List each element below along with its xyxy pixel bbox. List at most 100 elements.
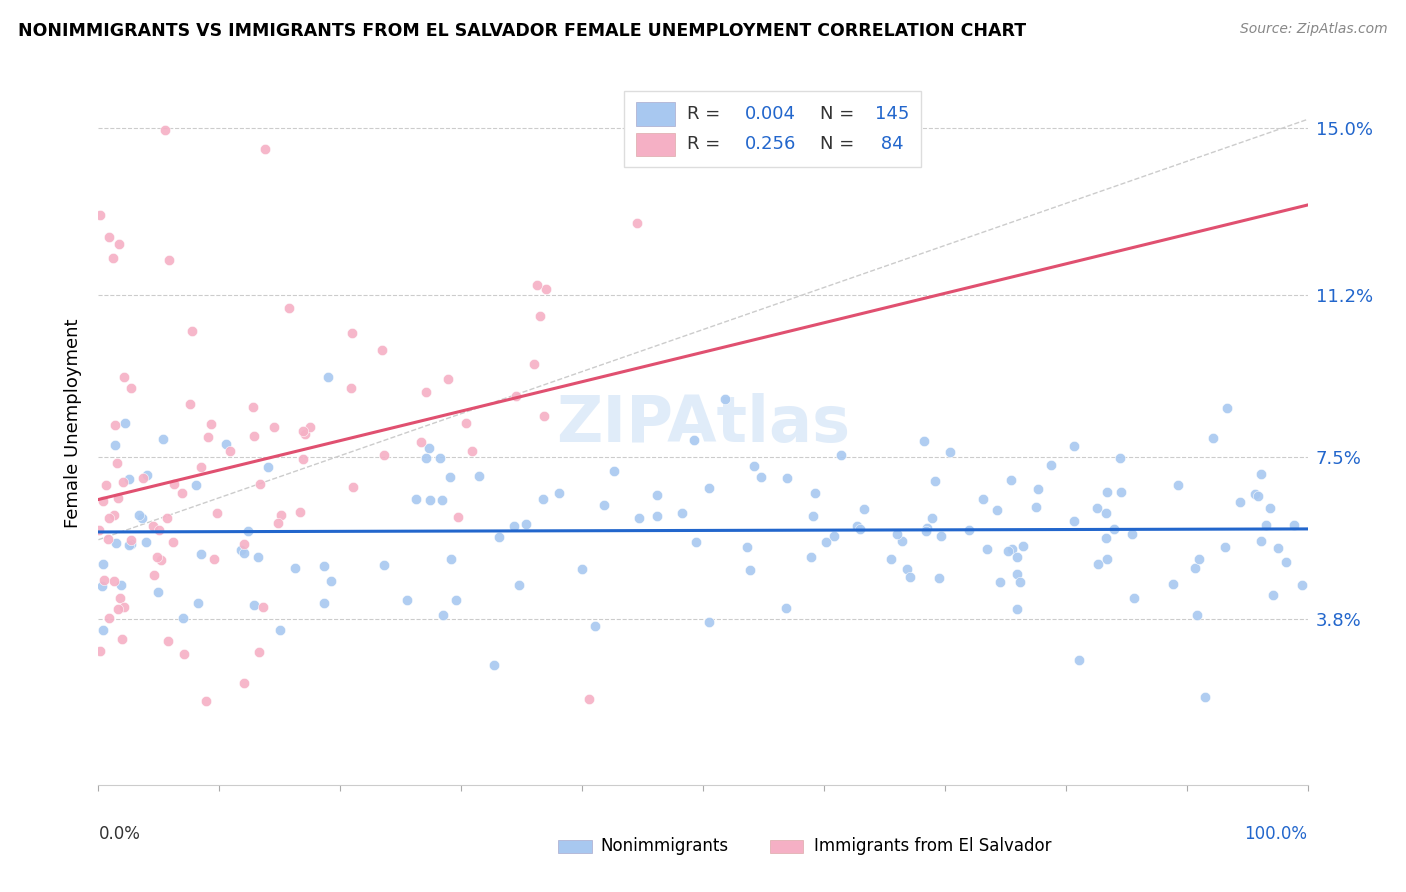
Point bbox=[135, 535, 157, 549]
Point bbox=[1063, 514, 1085, 528]
Point bbox=[997, 543, 1019, 558]
Point bbox=[1028, 482, 1050, 496]
Point bbox=[232, 546, 254, 560]
Point bbox=[128, 508, 150, 522]
Point bbox=[269, 623, 291, 637]
Point bbox=[142, 519, 165, 533]
Point bbox=[149, 553, 172, 567]
Point bbox=[1005, 567, 1028, 582]
Point bbox=[97, 533, 120, 547]
Point bbox=[94, 478, 117, 492]
Point bbox=[247, 549, 270, 564]
Point bbox=[852, 502, 875, 516]
Point bbox=[157, 252, 180, 267]
Point bbox=[1229, 495, 1251, 509]
Point bbox=[93, 573, 115, 587]
Point bbox=[775, 601, 797, 615]
Point bbox=[1161, 577, 1184, 591]
Point bbox=[432, 607, 454, 622]
Point bbox=[105, 456, 128, 470]
Point bbox=[939, 444, 962, 458]
Point bbox=[523, 357, 546, 371]
Point bbox=[924, 474, 946, 488]
Point bbox=[152, 432, 174, 446]
Point bbox=[988, 574, 1011, 589]
Point bbox=[801, 509, 824, 524]
Bar bbox=[769, 840, 803, 853]
Point bbox=[263, 419, 285, 434]
Point bbox=[91, 579, 114, 593]
Point bbox=[215, 436, 238, 450]
Point bbox=[131, 511, 153, 525]
Point bbox=[697, 615, 720, 629]
Point bbox=[162, 534, 184, 549]
Bar bbox=[637, 103, 675, 126]
Text: 84: 84 bbox=[875, 136, 903, 153]
Point bbox=[118, 472, 141, 486]
Point bbox=[170, 486, 193, 500]
Point bbox=[972, 491, 994, 506]
Point bbox=[1202, 431, 1225, 445]
Point bbox=[1282, 518, 1305, 533]
Point bbox=[91, 557, 114, 571]
Point bbox=[515, 516, 537, 531]
Point bbox=[1254, 517, 1277, 532]
Point bbox=[91, 494, 114, 508]
Point bbox=[117, 538, 139, 552]
Point bbox=[89, 208, 111, 222]
Point bbox=[830, 448, 852, 462]
Point bbox=[284, 560, 307, 574]
Point bbox=[120, 533, 142, 547]
Point bbox=[107, 601, 129, 615]
Point bbox=[219, 443, 242, 458]
Point bbox=[419, 492, 441, 507]
Point bbox=[146, 585, 169, 599]
Point bbox=[288, 505, 311, 519]
Point bbox=[1000, 473, 1022, 487]
Point bbox=[751, 469, 773, 483]
Text: 100.0%: 100.0% bbox=[1244, 825, 1308, 843]
Point bbox=[111, 632, 134, 647]
Point bbox=[1040, 458, 1063, 472]
Point bbox=[242, 428, 264, 442]
Point bbox=[180, 324, 202, 338]
Point bbox=[342, 480, 364, 494]
Point bbox=[312, 596, 335, 610]
Point bbox=[107, 491, 129, 506]
Point bbox=[1069, 653, 1091, 667]
Point bbox=[112, 370, 135, 384]
Point bbox=[131, 471, 153, 485]
Point bbox=[1184, 561, 1206, 575]
Point bbox=[409, 435, 432, 450]
Point bbox=[156, 633, 179, 648]
Point bbox=[1010, 574, 1032, 589]
Point bbox=[1109, 451, 1132, 466]
Point bbox=[146, 549, 169, 564]
Point bbox=[432, 492, 454, 507]
Point bbox=[1250, 533, 1272, 548]
Point bbox=[534, 283, 557, 297]
Point bbox=[312, 559, 335, 574]
Point bbox=[340, 380, 363, 394]
Point bbox=[931, 529, 953, 543]
Point bbox=[912, 434, 935, 449]
Point bbox=[1094, 506, 1116, 520]
Point bbox=[505, 389, 527, 403]
Point bbox=[447, 510, 470, 524]
Point bbox=[957, 523, 980, 537]
Point bbox=[439, 470, 461, 484]
Point bbox=[921, 511, 943, 525]
Point bbox=[454, 417, 477, 431]
Point bbox=[148, 523, 170, 537]
Point bbox=[1188, 551, 1211, 566]
Point bbox=[1167, 477, 1189, 491]
Point bbox=[814, 534, 837, 549]
Point bbox=[232, 675, 254, 690]
Point bbox=[103, 251, 125, 265]
Point bbox=[1005, 550, 1028, 565]
Point bbox=[277, 301, 299, 316]
Point bbox=[136, 468, 159, 483]
Point bbox=[914, 524, 936, 539]
Point bbox=[1095, 552, 1118, 566]
Point bbox=[252, 600, 274, 615]
